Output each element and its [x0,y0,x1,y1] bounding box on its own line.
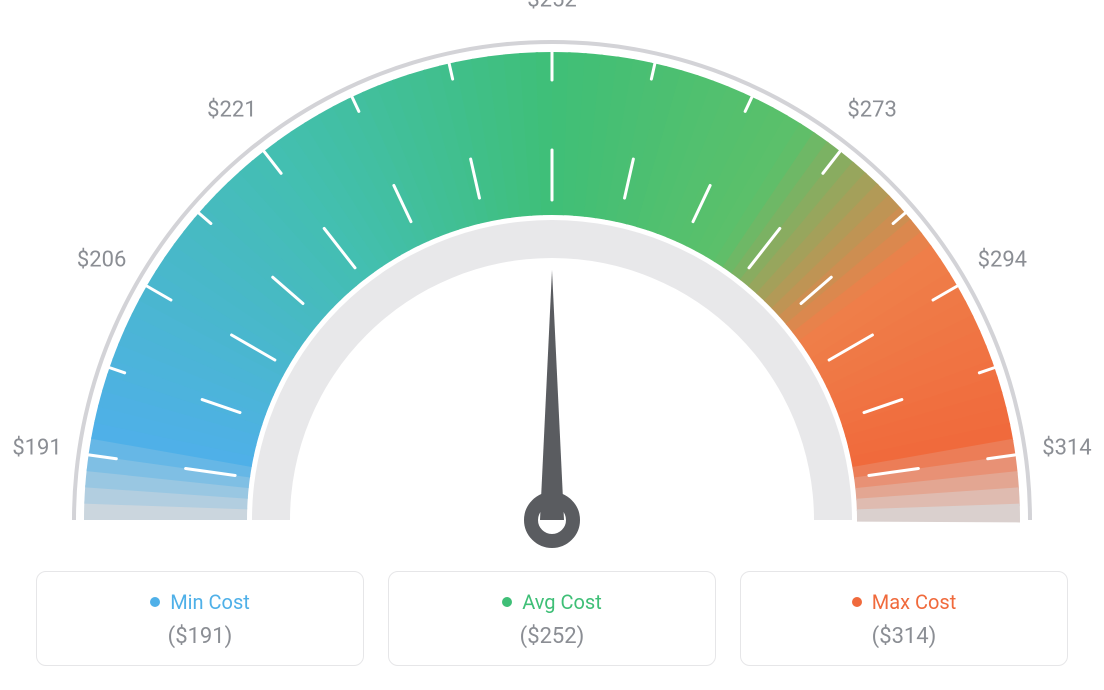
gauge-tick-label: $206 [77,248,126,273]
gauge-tick-label: $314 [1042,435,1091,460]
gauge-chart: $191 $206 $221 $252 $273 $294 $314 [0,0,1104,560]
legend-label-min: Min Cost [170,590,250,614]
legend-dot-max [852,597,862,607]
gauge-tick-label: $294 [978,248,1027,273]
gauge-tick-label: $221 [207,98,256,123]
legend-dot-min [150,597,160,607]
legend-value-min: ($191) [57,624,343,649]
gauge-tick-label: $273 [847,98,896,123]
legend-row: Min Cost ($191) Avg Cost ($252) Max Cost… [0,571,1104,666]
gauge-svg [0,0,1104,560]
legend-title-max: Max Cost [852,590,957,614]
legend-title-min: Min Cost [150,590,250,614]
legend-value-avg: ($252) [409,624,695,649]
legend-card-avg: Avg Cost ($252) [388,571,716,666]
legend-label-max: Max Cost [872,590,957,614]
legend-label-avg: Avg Cost [522,590,602,614]
legend-card-min: Min Cost ($191) [36,571,364,666]
legend-card-max: Max Cost ($314) [740,571,1068,666]
gauge-tick-label: $252 [527,0,576,13]
legend-value-max: ($314) [761,624,1047,649]
legend-title-avg: Avg Cost [502,590,602,614]
gauge-tick-label: $191 [12,435,61,460]
legend-dot-avg [502,597,512,607]
